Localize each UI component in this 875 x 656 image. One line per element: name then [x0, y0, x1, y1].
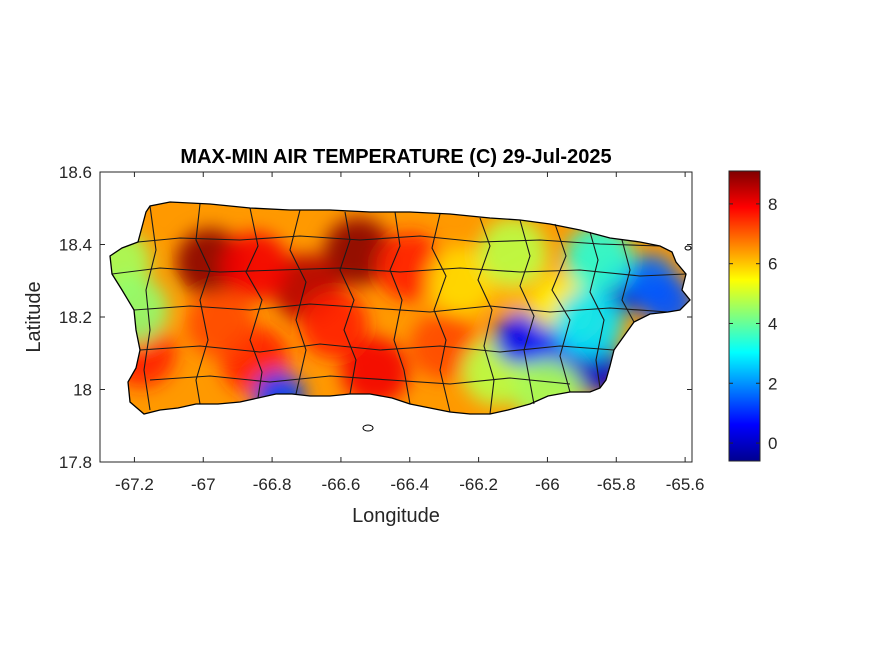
x-axis: -67.2 -67 -66.8 -66.6 -66.4 -66.2 -66 -65.8 -65.… — [115, 172, 704, 494]
municipality-border — [621, 239, 635, 323]
temperature-point — [220, 232, 289, 301]
colorbar-tick-label: 8 — [768, 195, 777, 214]
colorbar: 0 2 4 6 8 — [728, 170, 777, 462]
colorbar-tick-label: 0 — [768, 434, 777, 453]
x-tick-label: -67 — [191, 475, 216, 494]
municipality-border — [149, 375, 571, 385]
temperature-point — [479, 217, 547, 286]
municipality-border — [389, 211, 411, 405]
chart-title: MAX-MIN AIR TEMPERATURE (C) 29-Jul-2025 — [180, 146, 611, 168]
municipality-border — [133, 303, 669, 313]
temperature-point — [554, 290, 623, 359]
municipality-border — [589, 231, 605, 389]
municipality-border — [111, 267, 687, 277]
y-axis: 17.8 18 18.2 18.4 18.6 — [59, 163, 692, 472]
y-tick-label: 18 — [73, 381, 92, 400]
x-tick-label: -66.8 — [253, 475, 292, 494]
x-tick-label: -65.6 — [666, 475, 705, 494]
heat-blobs — [110, 217, 690, 414]
x-tick-label: -67.2 — [115, 475, 154, 494]
municipality-border — [339, 211, 357, 395]
colorbar-ticks: 0 2 4 6 8 — [729, 195, 777, 453]
municipality-border — [137, 235, 661, 247]
x-tick-label: -66.6 — [322, 475, 361, 494]
municipality-border — [431, 213, 451, 413]
island-outline — [109, 201, 691, 415]
colorbar-tick-label: 6 — [768, 255, 777, 274]
y-tick-label: 18.4 — [59, 236, 92, 255]
municipality-border — [245, 207, 263, 399]
x-tick-label: -66.2 — [459, 475, 498, 494]
municipality-border — [139, 343, 615, 353]
temperature-point — [341, 337, 410, 406]
east-islet — [684, 245, 692, 251]
municipality-border — [519, 219, 535, 405]
x-axis-label: Longitude — [352, 505, 440, 527]
colorbar-tick-label: 4 — [768, 314, 777, 333]
colorbar-gradient — [728, 170, 761, 462]
temperature-point — [565, 225, 634, 293]
x-tick-label: -65.8 — [597, 475, 636, 494]
y-tick-label: 17.8 — [59, 453, 92, 472]
x-tick-label: -66 — [535, 475, 560, 494]
y-axis-label: Latitude — [23, 281, 45, 352]
municipality-borders — [111, 203, 687, 415]
temperature-point — [324, 217, 393, 286]
municipality-border — [289, 209, 307, 395]
temperature-point — [375, 232, 444, 301]
caja-de-muertos-islet — [362, 424, 374, 432]
y-tick-label: 18.6 — [59, 163, 92, 182]
colorbar-tick-label: 2 — [768, 374, 777, 393]
x-tick-label: -66.4 — [390, 475, 429, 494]
islets — [362, 245, 692, 432]
y-tick-label: 18.2 — [59, 308, 92, 327]
municipality-border — [195, 203, 211, 405]
temperature-point — [427, 246, 496, 315]
municipality-border — [551, 223, 571, 393]
municipality-border — [143, 205, 157, 411]
